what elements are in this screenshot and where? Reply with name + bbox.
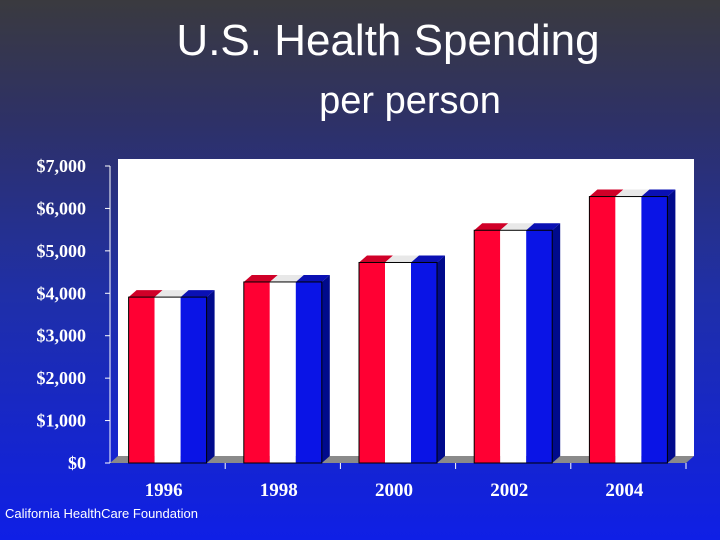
bar-top-face: [589, 189, 624, 197]
x-axis-ticks: 1996 1998 2000 2002 2004: [145, 463, 687, 501]
bar-top-face: [243, 274, 278, 282]
bar-side-face: [552, 223, 561, 463]
bar-stripe: [128, 297, 155, 463]
bar-stripe: [589, 196, 616, 463]
bar-stripe: [615, 196, 642, 463]
x-tick-label: 2000: [375, 480, 413, 501]
bar-group-1998: $4,267: [243, 240, 330, 464]
bar-top-face: [154, 290, 189, 298]
y-tick-label: $6,000: [37, 198, 87, 218]
bar-top-face: [180, 290, 215, 298]
slide-title: U.S. Health Spending: [176, 16, 600, 65]
bar-side-face: [437, 255, 445, 463]
bar-outline: [358, 261, 438, 464]
bar-stripe: [243, 281, 270, 463]
y-tick-label: $2,000: [37, 368, 87, 388]
x-tick-label: 1998: [260, 480, 298, 501]
bar-top-face: [295, 274, 330, 282]
slide-subtitle: per person: [319, 80, 501, 122]
bar-outline: [128, 296, 208, 464]
y-tick-label: $4,000: [37, 283, 87, 303]
bar-top-face: [615, 189, 650, 197]
bar-outline: [588, 196, 668, 464]
bar-group-1996: $3,910: [128, 255, 215, 464]
bar-side-face: [206, 290, 215, 463]
y-tick-label: $3,000: [37, 326, 87, 346]
bar-group-2000: $4,726: [358, 220, 445, 464]
bar-stripe: [385, 262, 411, 463]
bar-stripe: [411, 262, 437, 463]
bar-top-face: [359, 255, 393, 263]
y-axis-ticks: $0 $1,000 $2,000 $3,000 $4,000 $5,000 $6,000 $7…: [37, 156, 110, 473]
footer-credit: California HealthCare Foundation: [5, 506, 198, 521]
bars-group: $3,910 $4,267 $4,726 $5,485 $6,280: [128, 166, 676, 464]
bar-top-face: [641, 189, 676, 197]
bar-value-label: $5,485: [479, 188, 540, 213]
bar-stripe: [526, 230, 553, 463]
bar-top-face: [128, 290, 163, 298]
bar-top-face: [269, 274, 304, 282]
bar-top-face: [500, 223, 535, 231]
bar-outline: [243, 281, 323, 464]
bar-top-face: [411, 255, 445, 263]
bar-top-face: [385, 255, 419, 263]
bar-stripe: [154, 297, 181, 463]
bar-value-label: $6,280: [606, 166, 667, 191]
bar-stripe: [359, 262, 385, 463]
x-tick-label: 2004: [605, 480, 644, 501]
bar-stripe: [474, 230, 501, 463]
bar-group-2004: $6,280: [588, 166, 676, 464]
bar-stripe: [500, 230, 527, 463]
bar-stripe: [269, 281, 296, 463]
y-tick-label: $5,000: [37, 241, 87, 261]
bar-side-face: [321, 274, 330, 463]
y-tick-label: $1,000: [37, 411, 87, 431]
x-tick-label: 2002: [490, 480, 528, 501]
bar-value-label: $4,267: [249, 240, 310, 265]
bar-value-label: $3,910: [133, 255, 194, 280]
x-tick-label: 1996: [145, 480, 183, 501]
bar-value-label: $4,726: [364, 220, 425, 245]
bar-group-2002: $5,485: [473, 188, 561, 464]
y-tick-label: $7,000: [37, 156, 87, 176]
bar-stripe: [180, 297, 207, 463]
bar-stripe: [641, 196, 668, 463]
y-tick-label: $0: [68, 453, 86, 473]
bar-top-face: [474, 223, 509, 231]
bar-side-face: [667, 189, 676, 463]
bar-outline: [473, 229, 553, 464]
bar-stripe: [295, 281, 322, 463]
bar-top-face: [526, 223, 561, 231]
